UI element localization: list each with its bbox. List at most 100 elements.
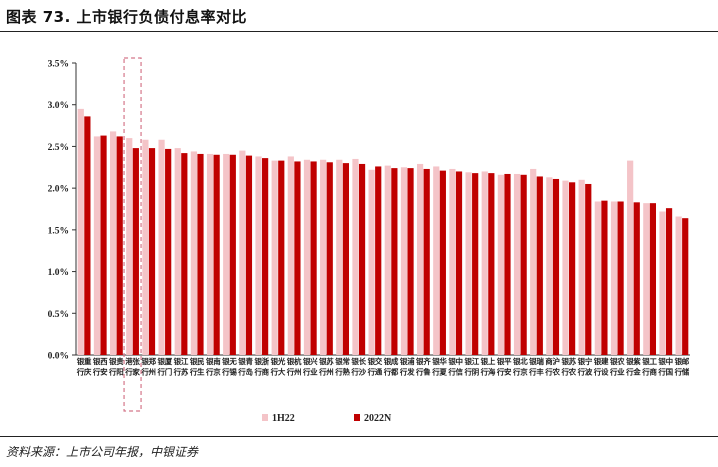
category-label-char: 行: [350, 367, 359, 377]
legend-swatch-1h22: [262, 414, 268, 421]
category-label-char: 都: [390, 367, 399, 377]
highlight-box: [123, 57, 142, 412]
category-label-char: 银: [222, 356, 230, 366]
category-label-char: 银: [158, 356, 166, 366]
category-label-char: 沙: [359, 368, 367, 377]
category-label-char: 生: [197, 367, 205, 377]
category-label-char: 银: [351, 356, 359, 366]
category-label-char: 银: [497, 356, 505, 366]
category-label-char: 沪: [553, 356, 561, 366]
bar-2022n-17: [358, 163, 366, 355]
category-label-char: 行: [76, 367, 85, 377]
bar-2022n-27: [520, 174, 527, 355]
category-label-char: 安: [504, 367, 512, 377]
category-label-char: 商: [262, 367, 270, 377]
category-label-char: 银: [626, 356, 634, 366]
category-label-char: 民: [197, 357, 205, 366]
category-label-char: 苏: [569, 356, 577, 366]
category-label-char: 浙: [262, 356, 270, 366]
bar-2022n-30: [569, 182, 576, 355]
category-label-char: 信: [456, 367, 464, 377]
category-label-char: 行: [399, 367, 408, 377]
bar-1h22-26: [497, 174, 504, 355]
bar-1h22-18: [368, 169, 375, 355]
category-label-char: 张: [132, 357, 140, 366]
bar-1h22-31: [578, 179, 585, 355]
category-label-char: 丰: [536, 367, 544, 377]
category-label-char: 京: [213, 367, 221, 377]
bar-1h22-24: [465, 172, 472, 355]
bar-1h22-27: [513, 173, 521, 355]
category-label-char: 重: [84, 356, 92, 366]
bar-1h22-3: [126, 138, 133, 355]
category-label-char: 行: [512, 367, 521, 377]
category-label-char: 庆: [83, 367, 92, 377]
category-label-char: 光: [277, 356, 286, 366]
category-label-char: 平: [504, 357, 512, 366]
category-label-char: 波: [585, 367, 593, 377]
bar-1h22-22: [433, 166, 440, 355]
bar-2022n-8: [213, 154, 220, 355]
category-label-char: 行: [92, 367, 101, 377]
category-label-char: 银: [529, 356, 537, 366]
category-label-char: 州: [325, 368, 334, 377]
category-label-char: 行: [253, 367, 262, 377]
category-label-char: 银: [610, 356, 618, 366]
category-label-char: 浦: [407, 356, 415, 366]
category-label-char: 上: [488, 356, 496, 366]
bar-1h22-29: [546, 177, 553, 355]
y-tick-label: 0.5%: [48, 310, 69, 320]
category-label-char: 商: [545, 356, 553, 366]
category-label-char: 北: [520, 356, 528, 366]
category-label-char: 行: [431, 367, 440, 377]
category-label-char: 岛: [246, 367, 254, 377]
bar-2022n-22: [439, 170, 446, 355]
bar-1h22-16: [336, 159, 343, 355]
category-label-char: 行: [657, 367, 666, 377]
bar-2022n-34: [633, 202, 640, 355]
category-label-char: 银: [271, 356, 279, 366]
bar-2022n-32: [601, 200, 608, 355]
category-label-char: 工: [649, 357, 657, 366]
category-label-char: 行: [286, 367, 295, 377]
bar-2022n-0: [84, 116, 91, 355]
category-label-char: 杭: [294, 356, 302, 366]
category-label-char: 银: [206, 356, 214, 366]
category-label-char: 银: [448, 356, 456, 366]
category-label-char: 银: [303, 356, 311, 366]
category-label-char: 银: [287, 356, 295, 366]
category-label-char: 行: [480, 367, 489, 377]
category-label-char: 银: [594, 356, 602, 366]
category-label-char: 行: [464, 367, 473, 377]
category-label-char: 行: [674, 367, 683, 377]
category-label-char: 中: [666, 356, 674, 366]
category-label-char: 行: [447, 367, 456, 377]
bar-1h22-15: [320, 159, 327, 355]
category-label-char: 中: [456, 356, 464, 366]
category-label-char: 银: [368, 356, 376, 366]
bar-1h22-21: [416, 163, 424, 355]
category-label-char: 行: [528, 367, 537, 377]
y-tick-label: 3.5%: [48, 60, 69, 70]
footer-divider: [0, 436, 718, 437]
category-label-char: 无: [228, 357, 237, 366]
category-label-char: 邮: [682, 356, 690, 366]
bar-1h22-34: [627, 160, 634, 355]
bar-1h22-10: [239, 150, 246, 355]
category-label-char: 银: [319, 356, 327, 366]
category-label-char: 行: [157, 367, 166, 377]
category-label-char: 银: [416, 356, 424, 366]
bar-1h22-37: [675, 216, 682, 355]
category-label-char: 银: [254, 356, 262, 366]
category-label-char: 行: [560, 367, 569, 377]
category-label-char: 银: [642, 356, 650, 366]
bar-1h22-0: [77, 108, 84, 355]
category-label-char: 兴: [310, 356, 318, 366]
category-label-char: 京: [520, 367, 528, 377]
bar-1h22-7: [190, 151, 197, 355]
y-tick-label: 3.0%: [48, 101, 69, 111]
legend-label-1h22: 1H22: [272, 413, 295, 424]
bar-1h22-8: [206, 153, 214, 355]
category-label-char: 家: [132, 367, 140, 377]
category-label-char: 行: [367, 367, 376, 377]
